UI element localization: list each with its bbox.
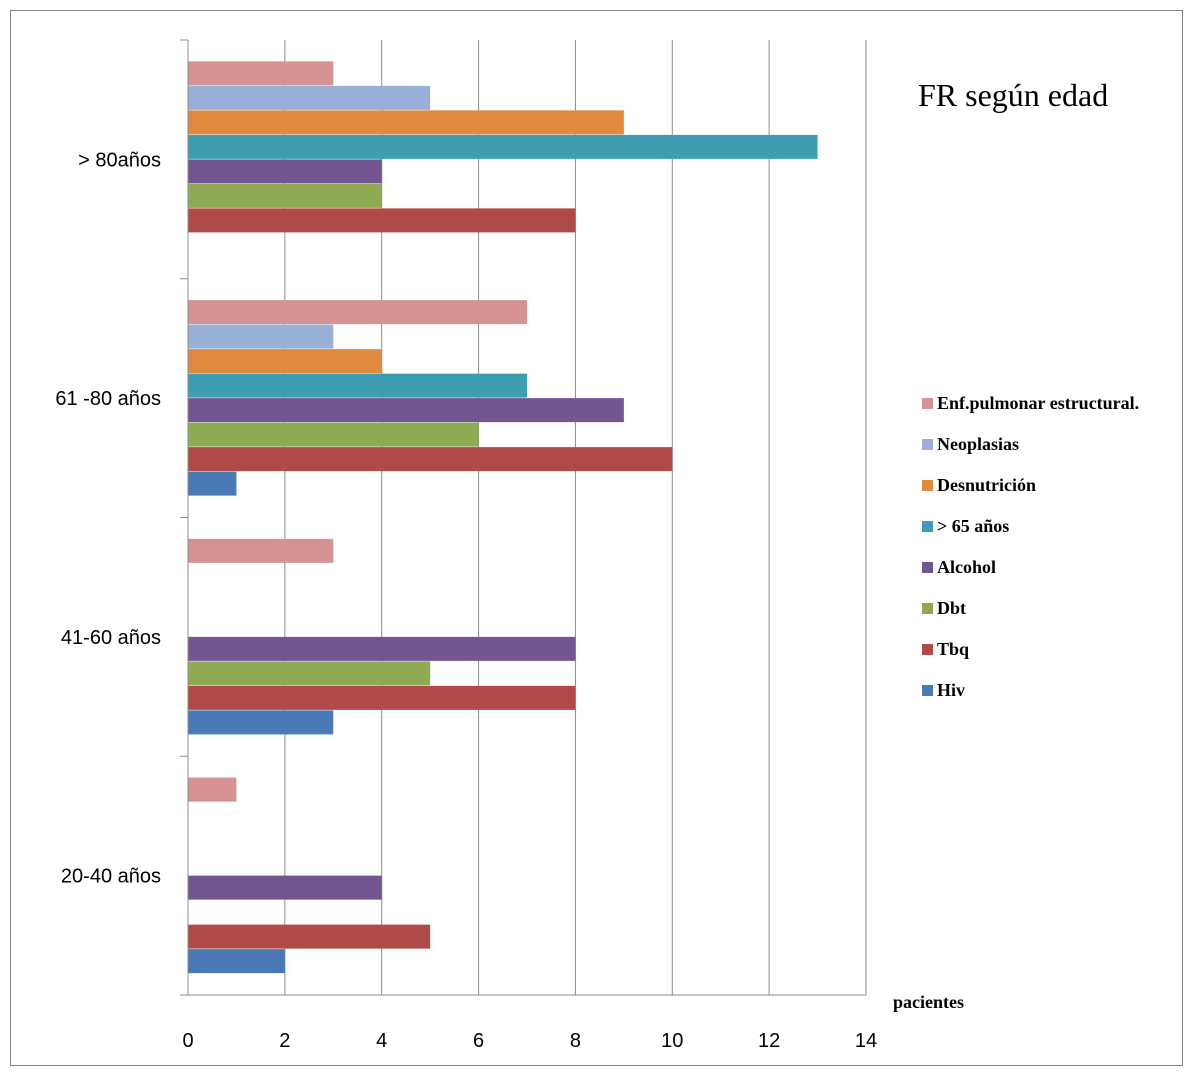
bar (188, 349, 382, 374)
x-tick-label: 14 (855, 1030, 877, 1052)
bar (188, 373, 527, 398)
x-tick-label: 0 (182, 1030, 193, 1052)
legend: Enf.pulmonar estructural. Neoplasias Desnu… (922, 393, 1139, 700)
bar (188, 159, 382, 184)
x-tick-label: 8 (570, 1030, 581, 1052)
bar (188, 636, 576, 661)
legend-swatch (922, 562, 933, 573)
x-tick-label: 6 (473, 1030, 484, 1052)
y-category-label: 61 -80 años (55, 388, 161, 410)
legend-swatch (922, 439, 933, 450)
bars (188, 61, 818, 974)
bar (188, 183, 382, 208)
bar (188, 110, 624, 135)
legend-label: Neoplasias (937, 434, 1019, 454)
axes: 0 2 4 6 8 10 12 14 20-40 años 41-60 años 61 -80 añ… (55, 39, 877, 1052)
x-tick-label: 4 (376, 1030, 387, 1052)
legend-label: Alcohol (937, 557, 996, 577)
legend-label: Dbt (937, 598, 966, 618)
bar (188, 685, 576, 710)
bar (188, 875, 382, 900)
bar (188, 300, 527, 325)
y-category-label: 20-40 años (61, 866, 161, 888)
legend-swatch (922, 644, 933, 655)
bar (188, 85, 431, 110)
legend-swatch (922, 480, 933, 491)
legend-label: Enf.pulmonar estructural. (937, 393, 1139, 413)
legend-label: Hiv (937, 680, 965, 700)
bar (188, 447, 673, 472)
bar (188, 471, 237, 496)
bar (188, 710, 334, 735)
legend-swatch (922, 603, 933, 614)
legend-label: > 65 años (937, 516, 1009, 536)
x-tick-label: 2 (279, 1030, 290, 1052)
bar (188, 661, 431, 686)
legend-swatch (922, 685, 933, 696)
bar (188, 777, 237, 802)
bar (188, 422, 479, 447)
x-axis-label: pacientes (893, 992, 964, 1012)
legend-label: Desnutrición (937, 475, 1036, 495)
y-category-label: 41-60 años (61, 627, 161, 649)
y-category-label: > 80años (78, 149, 161, 171)
x-tick-label: 12 (758, 1030, 780, 1052)
bar (188, 134, 818, 159)
bar (188, 324, 334, 349)
bar (188, 538, 334, 563)
bar (188, 208, 576, 233)
chart-title: FR según edad (918, 77, 1108, 113)
bar (188, 924, 431, 949)
bar (188, 61, 334, 86)
legend-label: Tbq (937, 639, 969, 659)
legend-swatch (922, 521, 933, 532)
bar (188, 949, 285, 974)
legend-swatch (922, 398, 933, 409)
x-tick-label: 10 (661, 1030, 683, 1052)
bar (188, 398, 624, 423)
